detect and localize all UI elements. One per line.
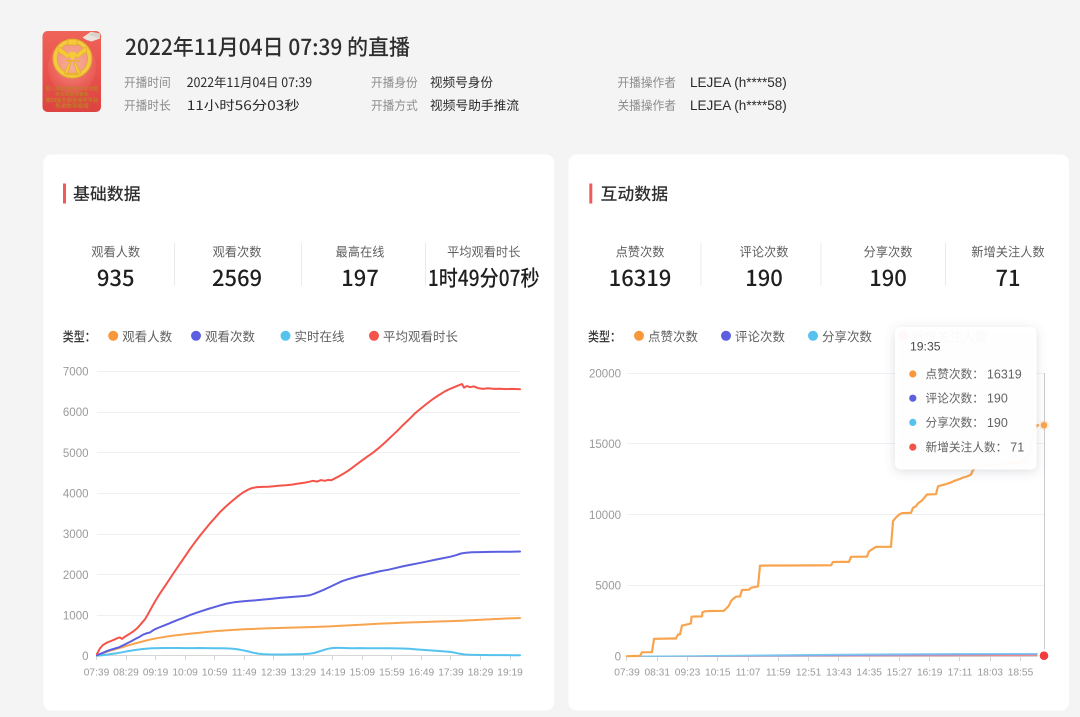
svg-text:07:39: 07:39 xyxy=(614,667,640,678)
svg-text:5000: 5000 xyxy=(63,448,89,460)
svg-text:20000: 20000 xyxy=(589,368,621,380)
svg-text:2000: 2000 xyxy=(63,570,89,582)
svg-text:11:59: 11:59 xyxy=(766,667,791,678)
svg-text:10:09: 10:09 xyxy=(172,667,198,678)
svg-text:11:49: 11:49 xyxy=(232,667,257,678)
svg-text:7000: 7000 xyxy=(63,367,89,379)
svg-text:10000: 10000 xyxy=(589,510,621,522)
svg-text:15:59: 15:59 xyxy=(379,667,405,678)
svg-text:11:07: 11:07 xyxy=(736,667,761,678)
svg-text:16319: 16319 xyxy=(987,367,1022,381)
svg-text:190: 190 xyxy=(987,416,1008,430)
svg-text:13:29: 13:29 xyxy=(291,667,317,678)
svg-text:10:15: 10:15 xyxy=(705,667,731,678)
svg-text:71: 71 xyxy=(1010,441,1024,455)
svg-text:18:03: 18:03 xyxy=(977,667,1003,678)
svg-text:LEJEA (h****58): LEJEA (h****58) xyxy=(690,98,787,113)
svg-text:12:51: 12:51 xyxy=(796,667,822,678)
svg-text:18:55: 18:55 xyxy=(1008,667,1034,678)
svg-text:5000: 5000 xyxy=(595,581,621,593)
svg-text:09:23: 09:23 xyxy=(675,667,701,678)
svg-text:15:27: 15:27 xyxy=(887,667,913,678)
svg-text:LEJEA (h****58): LEJEA (h****58) xyxy=(690,75,787,90)
svg-text:10:59: 10:59 xyxy=(202,667,228,678)
svg-text:08:29: 08:29 xyxy=(113,667,139,678)
svg-text:0: 0 xyxy=(82,651,88,663)
svg-text:19:19: 19:19 xyxy=(497,667,523,678)
svg-text:190: 190 xyxy=(987,392,1008,406)
svg-text:19:35: 19:35 xyxy=(910,340,941,354)
svg-text:6000: 6000 xyxy=(63,407,89,419)
svg-text:16:49: 16:49 xyxy=(409,667,435,678)
svg-text:17:39: 17:39 xyxy=(438,667,464,678)
svg-text:12:39: 12:39 xyxy=(261,667,287,678)
svg-text:4000: 4000 xyxy=(63,489,89,501)
svg-text:0: 0 xyxy=(615,652,621,664)
svg-text:14:35: 14:35 xyxy=(856,667,882,678)
svg-text:13:43: 13:43 xyxy=(826,667,852,678)
svg-text:07:39: 07:39 xyxy=(84,667,110,678)
svg-text:1000: 1000 xyxy=(63,611,89,623)
svg-text:09:19: 09:19 xyxy=(143,667,169,678)
svg-text:3000: 3000 xyxy=(63,529,89,541)
svg-text:16:19: 16:19 xyxy=(917,667,943,678)
svg-text:14:19: 14:19 xyxy=(320,667,346,678)
svg-text:15000: 15000 xyxy=(589,439,621,451)
svg-text:18:29: 18:29 xyxy=(468,667,494,678)
svg-text:08:31: 08:31 xyxy=(645,667,671,678)
svg-text:17:11: 17:11 xyxy=(948,667,973,678)
svg-text:15:09: 15:09 xyxy=(350,667,376,678)
